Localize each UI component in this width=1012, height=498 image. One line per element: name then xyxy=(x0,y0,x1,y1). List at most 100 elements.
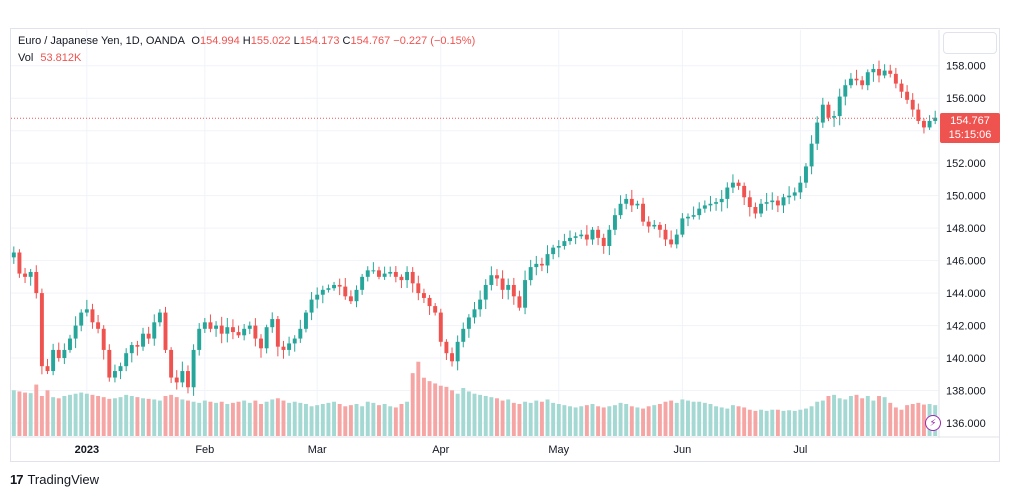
volume-bar xyxy=(590,404,595,436)
volume-bar xyxy=(764,410,769,436)
candle-body xyxy=(225,327,230,334)
candle-body xyxy=(624,198,629,204)
volume-bar xyxy=(79,392,84,436)
volume-bar xyxy=(612,405,617,436)
candle-body xyxy=(242,328,247,336)
candle-body xyxy=(264,327,269,349)
change-value: −0.227 (−0.15%) xyxy=(393,35,476,47)
volume-bar xyxy=(466,391,471,436)
volume-bar xyxy=(551,402,556,436)
candle-body xyxy=(421,293,426,298)
candle-body xyxy=(62,349,67,359)
candle-body xyxy=(275,319,280,347)
candle-body xyxy=(674,234,679,245)
volume-bar xyxy=(129,396,134,436)
candle-body xyxy=(646,221,651,227)
volume-bar xyxy=(96,396,101,436)
candle-body xyxy=(17,252,22,274)
volume-bar xyxy=(702,402,707,436)
scale-box[interactable] xyxy=(943,32,997,54)
volume-bar xyxy=(871,400,876,436)
volume-bar xyxy=(905,405,910,436)
candle-body xyxy=(281,346,286,350)
candle-body xyxy=(669,239,674,245)
volume-bar xyxy=(309,406,314,436)
candle-body xyxy=(702,205,707,209)
volume-bar xyxy=(635,407,640,436)
candle-body xyxy=(618,203,623,216)
y-tick-label: 136.000 xyxy=(946,418,986,430)
candle-body xyxy=(742,185,747,198)
candle-body xyxy=(809,143,814,167)
volume-bar xyxy=(534,400,539,436)
volume-bar xyxy=(292,401,297,436)
candle-body xyxy=(860,80,865,86)
volume-label[interactable]: Vol xyxy=(18,52,34,64)
volume-bar xyxy=(815,401,820,436)
last-price-tag: 154.767 15:15:06 xyxy=(940,113,1000,143)
y-tick-label: 142.000 xyxy=(946,321,986,333)
candle-body xyxy=(68,338,72,350)
volume-bar xyxy=(382,404,387,436)
volume-bar xyxy=(180,399,185,436)
volume-bar xyxy=(545,399,550,436)
volume-bar xyxy=(809,406,814,436)
volume-bar xyxy=(214,402,219,436)
candle-body xyxy=(253,325,258,339)
candle-body xyxy=(45,366,50,372)
candle-body xyxy=(292,338,297,344)
candle-body xyxy=(905,91,910,100)
high-label: H xyxy=(242,35,251,47)
volume-bar xyxy=(511,402,516,436)
candle-body xyxy=(601,237,606,246)
volume-bar xyxy=(320,404,325,436)
candle-body xyxy=(354,289,359,302)
candle-body xyxy=(815,122,820,144)
candle-body xyxy=(764,202,769,204)
volume-bar xyxy=(410,373,415,436)
candle-body xyxy=(34,271,39,294)
lightning-icon[interactable]: ⚡ xyxy=(925,415,941,431)
candle-body xyxy=(405,271,410,281)
volume-bar xyxy=(163,396,168,436)
symbol-title[interactable]: Euro / Japanese Yen, 1D, OANDA xyxy=(18,35,185,47)
volume-bar xyxy=(888,402,893,436)
volume-bar xyxy=(11,390,16,436)
candle-body xyxy=(157,312,162,323)
candle-body xyxy=(781,197,786,206)
candle-body xyxy=(298,328,303,339)
candle-body xyxy=(910,99,915,110)
candle-body xyxy=(450,353,454,362)
volume-bar xyxy=(107,398,112,436)
volume-bar xyxy=(826,396,831,436)
volume-bar xyxy=(28,393,33,436)
candle-body xyxy=(96,322,101,329)
candle-body xyxy=(169,349,174,378)
volume-bar xyxy=(568,406,572,436)
volume-bar xyxy=(101,397,106,436)
y-tick-label: 156.000 xyxy=(946,93,986,105)
volume-bar xyxy=(202,400,207,436)
volume-bar xyxy=(68,394,72,436)
candle-body xyxy=(483,284,488,300)
candle-body xyxy=(848,78,853,86)
candle-body xyxy=(753,207,758,214)
candle-body xyxy=(399,276,404,281)
volume-bar xyxy=(315,405,320,436)
volume-bar xyxy=(747,409,752,436)
volume-bar xyxy=(157,400,162,436)
volume-bar xyxy=(146,398,151,436)
volume-bar xyxy=(860,398,865,436)
footer-brand[interactable]: 17 TradingView xyxy=(10,472,99,487)
candle-body xyxy=(495,275,499,279)
chart-frame[interactable] xyxy=(10,28,1000,462)
volume-bar xyxy=(607,406,612,436)
candle-body xyxy=(388,271,393,274)
candle-body xyxy=(641,203,646,222)
y-tick-label: 138.000 xyxy=(946,386,986,398)
candle-body xyxy=(629,198,634,206)
candle-body xyxy=(888,70,893,74)
time-axis[interactable]: 2023 Feb Mar Apr May Jun Jul xyxy=(75,444,808,456)
volume-bar xyxy=(236,401,241,436)
